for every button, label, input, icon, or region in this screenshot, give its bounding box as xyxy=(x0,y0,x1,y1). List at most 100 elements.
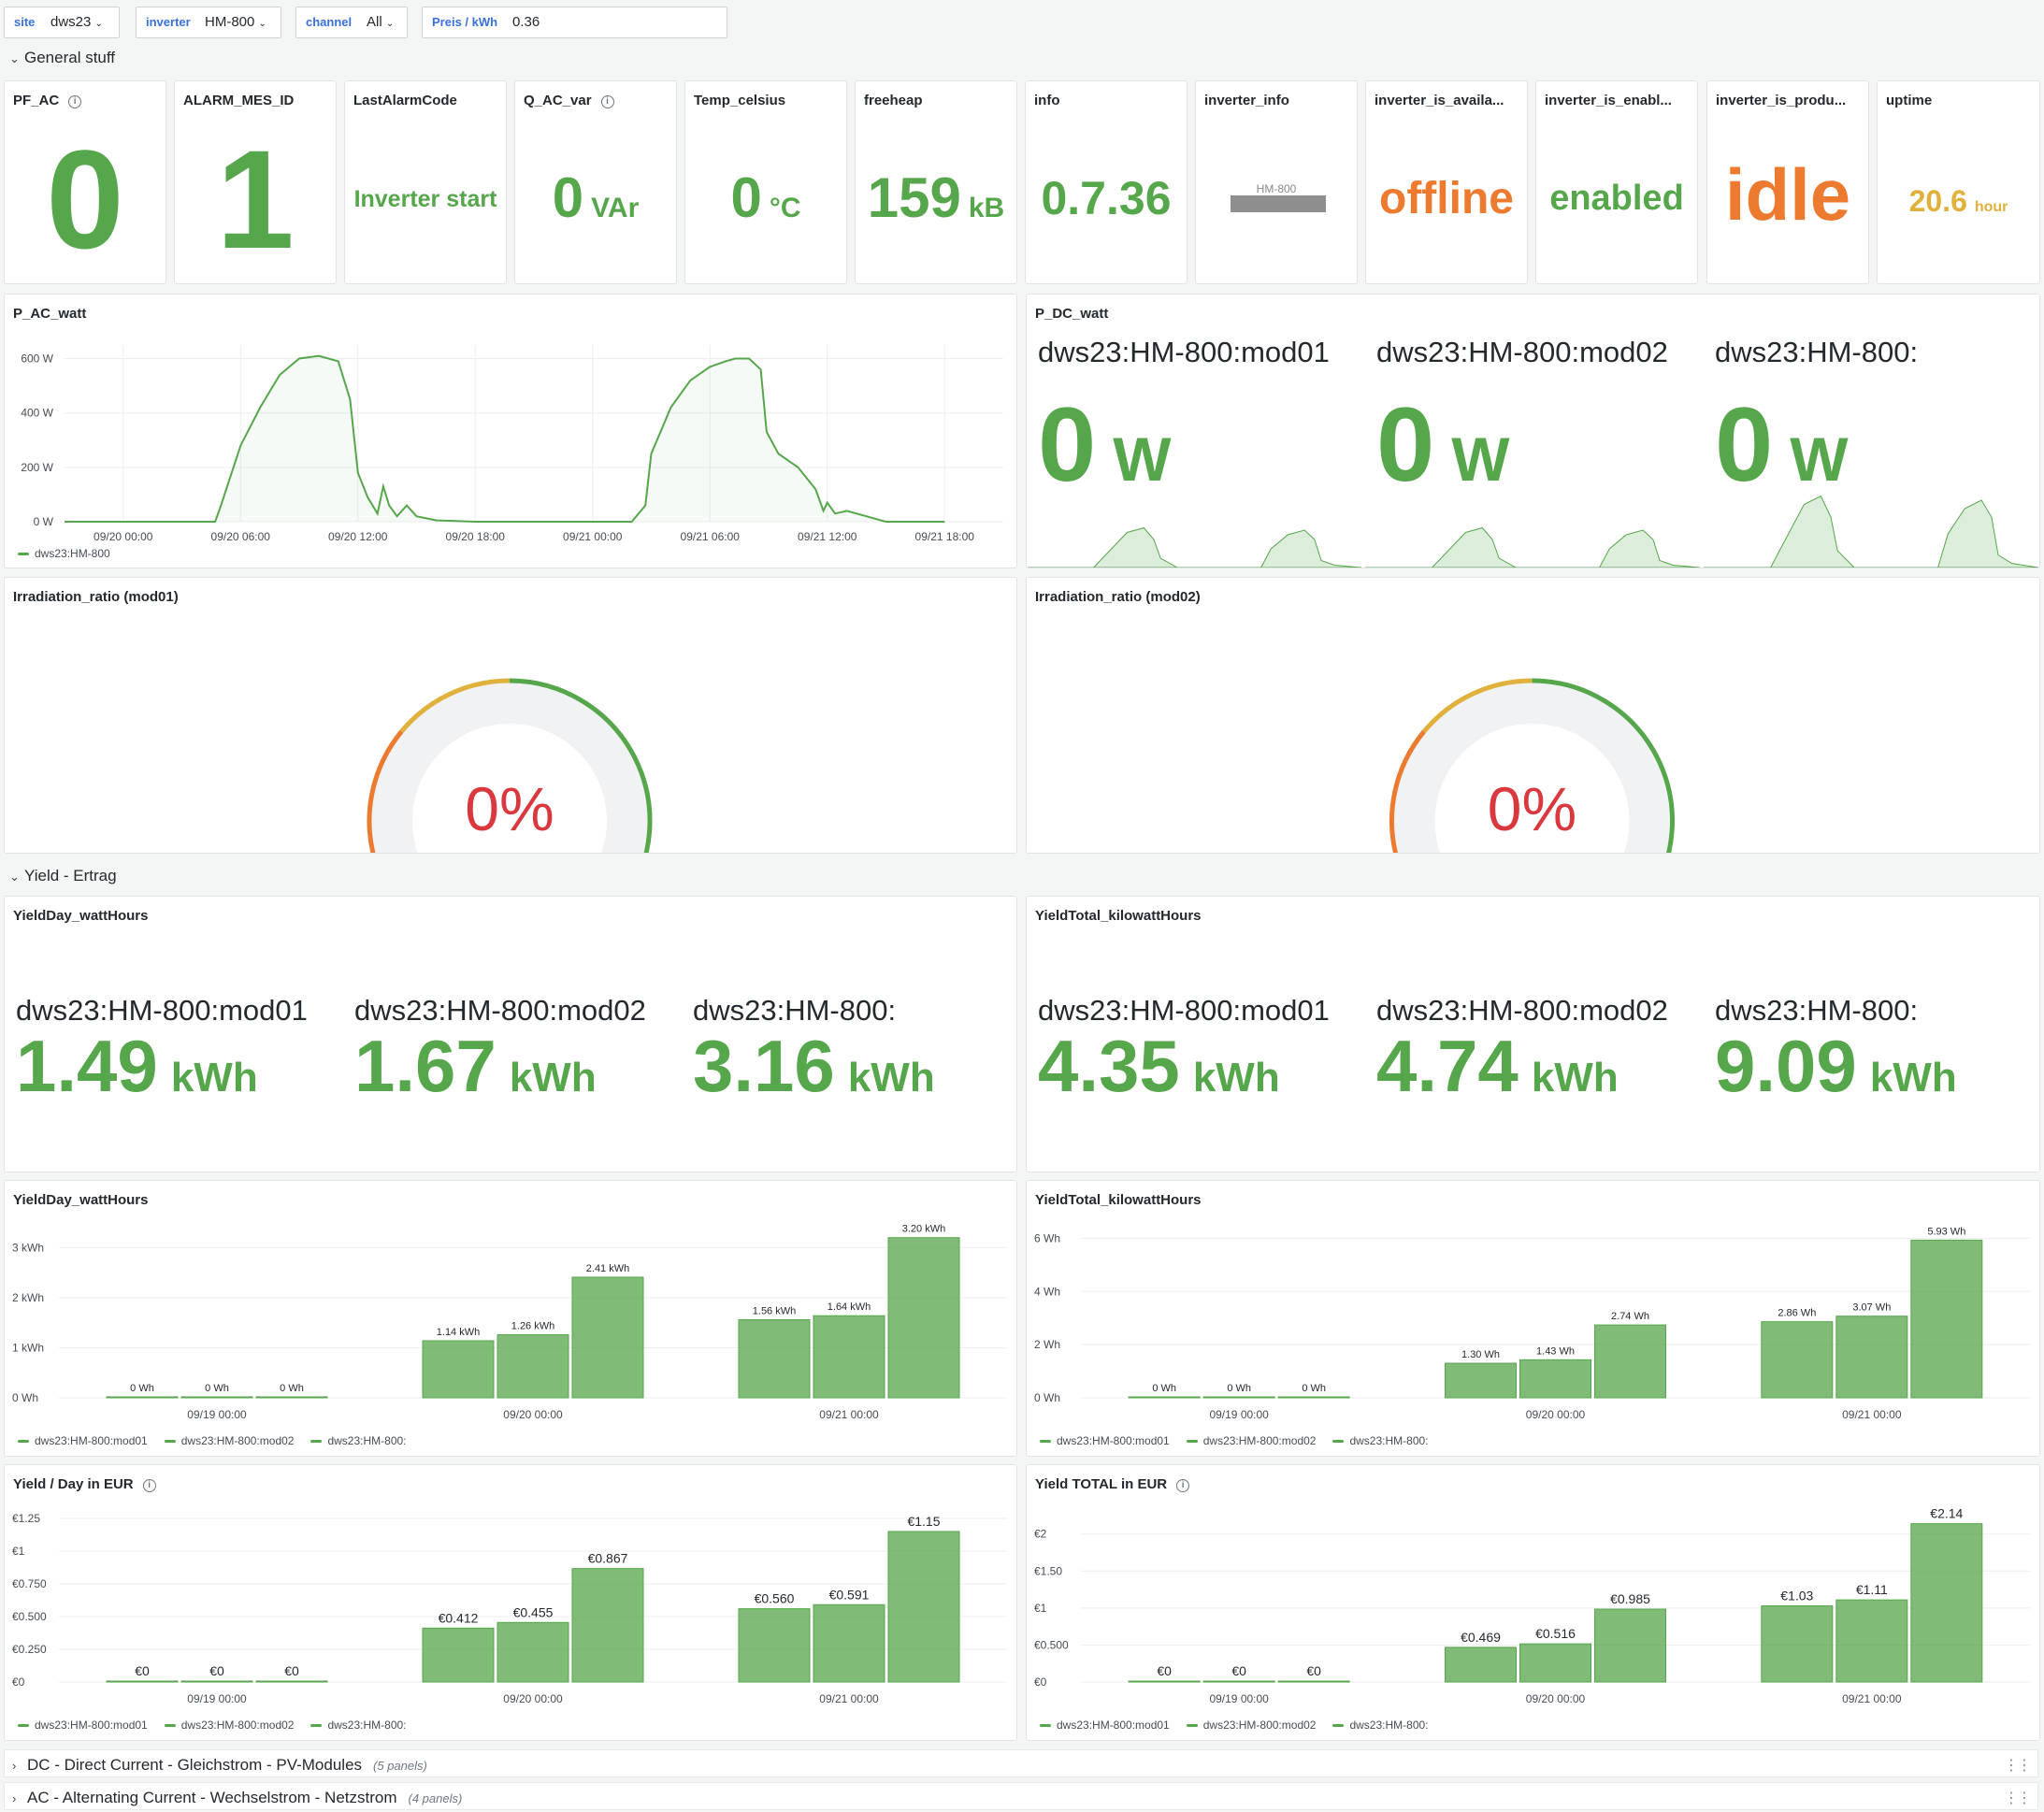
bar[interactable] xyxy=(738,1318,811,1399)
legend-item[interactable]: dws23:HM-800: xyxy=(310,1434,407,1447)
legend-item[interactable]: dws23:HM-800:mod02 xyxy=(164,1434,294,1447)
bar[interactable] xyxy=(497,1621,569,1683)
row-ac[interactable]: › AC - Alternating Current - Wechselstrom… xyxy=(4,1782,2038,1810)
bar[interactable] xyxy=(180,1680,253,1683)
panel-yield-day-eur[interactable]: Yield / Day in EUR i €0 €0.250 €0.500 €0.750… xyxy=(4,1464,1017,1741)
bar[interactable] xyxy=(1277,1396,1350,1399)
drag-handle-icon[interactable]: ⋮⋮ xyxy=(2004,1758,2032,1774)
legend-item[interactable]: dws23:HM-800:mod01 xyxy=(18,1434,148,1447)
stat-panel-inverter-info[interactable]: inverter_info HM-800 xyxy=(1195,80,1358,284)
bar[interactable] xyxy=(497,1334,569,1399)
bar[interactable] xyxy=(1761,1321,1834,1399)
panel-yield-day-stat[interactable]: YieldDay_wattHours dws23:HM-800:mod01 1.4… xyxy=(4,896,1017,1172)
stat-panel-inverter-is-availa-[interactable]: inverter_is_availa... offline xyxy=(1365,80,1528,284)
stat-panel-temp-celsius[interactable]: Temp_celsius 0 °C xyxy=(684,80,847,284)
stat-panel-pf-ac[interactable]: PF_AC i 0 xyxy=(4,80,166,284)
row-dc[interactable]: › DC - Direct Current - Gleichstrom - PV-… xyxy=(4,1749,2038,1777)
var-input-preis[interactable]: 0.36 xyxy=(505,7,727,38)
legend-item[interactable]: dws23:HM-800: xyxy=(1332,1719,1429,1732)
var-select-channel[interactable]: All ⌄ xyxy=(359,7,408,38)
bar[interactable] xyxy=(1445,1362,1517,1399)
bar[interactable] xyxy=(1519,1359,1591,1399)
panel-irradiation-mod02[interactable]: Irradiation_ratio (mod02) 0% xyxy=(1026,577,2040,854)
stat-panel-uptime[interactable]: uptime 20.6 hour xyxy=(1877,80,2040,284)
bar[interactable] xyxy=(106,1396,179,1399)
bar[interactable] xyxy=(571,1276,644,1399)
panel-yield-day-bars[interactable]: YieldDay_wattHours 0 Wh 1 kWh 2 kWh 3 kWh 0 … xyxy=(4,1180,1017,1457)
stat-panel-inverter-is-enabl-[interactable]: inverter_is_enabl... enabled xyxy=(1535,80,1698,284)
y-tick-label: €1 xyxy=(12,1545,25,1558)
stat-panel-freeheap[interactable]: freeheap 159 kB xyxy=(855,80,1017,284)
legend-item[interactable]: dws23:HM-800:mod01 xyxy=(1040,1434,1170,1447)
bar[interactable] xyxy=(1277,1680,1350,1683)
bar[interactable] xyxy=(255,1680,328,1683)
row-general[interactable]: ⌄ General stuff xyxy=(9,49,115,67)
legend-item[interactable]: dws23:HM-800 xyxy=(35,547,110,560)
bar[interactable] xyxy=(1128,1680,1201,1683)
panel-title-text: Q_AC_var xyxy=(524,93,592,108)
legend-item[interactable]: dws23:HM-800:mod01 xyxy=(18,1719,148,1732)
bar[interactable] xyxy=(1202,1396,1275,1399)
value-text: 0 xyxy=(1376,386,1435,503)
bar-value-label: €1.11 xyxy=(1856,1582,1888,1597)
stat-panel-inverter-is-produ-[interactable]: inverter_is_produ... idle xyxy=(1706,80,1869,284)
bar[interactable] xyxy=(887,1531,960,1683)
info-icon[interactable]: i xyxy=(600,95,614,108)
legend-item[interactable]: dws23:HM-800: xyxy=(310,1719,407,1732)
panel-yield-total-eur[interactable]: Yield TOTAL in EUR i €0 €0.500 €1 €1.50 €2 €0 €… xyxy=(1026,1464,2040,1741)
bar[interactable] xyxy=(1202,1680,1275,1683)
legend-item[interactable]: dws23:HM-800:mod02 xyxy=(1186,1434,1316,1447)
legend-item[interactable]: dws23:HM-800:mod02 xyxy=(1186,1719,1316,1732)
bar[interactable] xyxy=(887,1237,960,1399)
legend-swatch xyxy=(1186,1724,1198,1728)
bar[interactable] xyxy=(1910,1523,1983,1683)
panel-yield-total-bars[interactable]: YieldTotal_kilowattHours 0 Wh 2 Wh 4 Wh 6 W… xyxy=(1026,1180,2040,1457)
panel-yield-total-stat[interactable]: YieldTotal_kilowattHours dws23:HM-800:mo… xyxy=(1026,896,2040,1172)
bar[interactable] xyxy=(422,1340,495,1399)
bar[interactable] xyxy=(1445,1647,1517,1683)
panel-title-text: YieldTotal_kilowattHours xyxy=(1035,1192,1202,1208)
bar-value-label: 0 Wh xyxy=(280,1383,304,1394)
info-icon[interactable]: i xyxy=(142,1479,156,1492)
bar-value-label: 3.20 kWh xyxy=(902,1224,945,1235)
bar[interactable] xyxy=(1594,1608,1666,1683)
row-panel-count: (4 panels) xyxy=(408,1791,463,1805)
row-panel-count: (5 panels) xyxy=(373,1759,427,1773)
bar-value-label: 2.74 Wh xyxy=(1611,1311,1649,1322)
bar[interactable] xyxy=(1910,1239,1983,1399)
bar[interactable] xyxy=(1128,1396,1201,1399)
var-select-site[interactable]: dws23 ⌄ xyxy=(43,7,120,38)
legend-item[interactable]: dws23:HM-800:mod02 xyxy=(164,1719,294,1732)
panel-p-ac-watt[interactable]: P_AC_watt 0 W 200 W 400 W 600 W 09/20 00:00 0… xyxy=(4,294,1017,568)
stat-panel-lastalarmcode[interactable]: LastAlarmCode Inverter start xyxy=(344,80,507,284)
bar[interactable] xyxy=(738,1608,811,1683)
legend-item[interactable]: dws23:HM-800: xyxy=(1332,1434,1429,1447)
info-icon[interactable]: i xyxy=(1176,1479,1190,1492)
row-yield[interactable]: ⌄ Yield - Ertrag xyxy=(9,867,117,885)
bar[interactable] xyxy=(1835,1316,1908,1399)
bar[interactable] xyxy=(1519,1643,1591,1683)
bar[interactable] xyxy=(106,1680,179,1683)
bar[interactable] xyxy=(813,1603,885,1683)
stat-panel-q-ac-var[interactable]: Q_AC_var i 0 VAr xyxy=(514,80,677,284)
y-tick-label: 600 W xyxy=(21,352,53,366)
bar[interactable] xyxy=(571,1568,644,1683)
bar[interactable] xyxy=(1761,1604,1834,1683)
bar[interactable] xyxy=(813,1315,885,1399)
stat-panel-alarm-mes-id[interactable]: ALARM_MES_ID 1 xyxy=(174,80,337,284)
var-label-preis: Preis / kWh xyxy=(422,7,509,38)
bar[interactable] xyxy=(1594,1324,1666,1399)
drag-handle-icon[interactable]: ⋮⋮ xyxy=(2004,1790,2032,1806)
bar[interactable] xyxy=(255,1396,328,1399)
legend-item[interactable]: dws23:HM-800:mod01 xyxy=(1040,1719,1170,1732)
info-icon[interactable]: i xyxy=(68,95,82,108)
panel-irradiation-mod01[interactable]: Irradiation_ratio (mod01) 0% xyxy=(4,577,1017,854)
bar[interactable] xyxy=(180,1396,253,1399)
stat-panel-info[interactable]: info 0.7.36 xyxy=(1025,80,1188,284)
var-select-inverter[interactable]: HM-800 ⌄ xyxy=(197,7,281,38)
bar[interactable] xyxy=(422,1627,495,1683)
bar[interactable] xyxy=(1835,1599,1908,1683)
stat-value-text: 0 xyxy=(552,166,584,229)
